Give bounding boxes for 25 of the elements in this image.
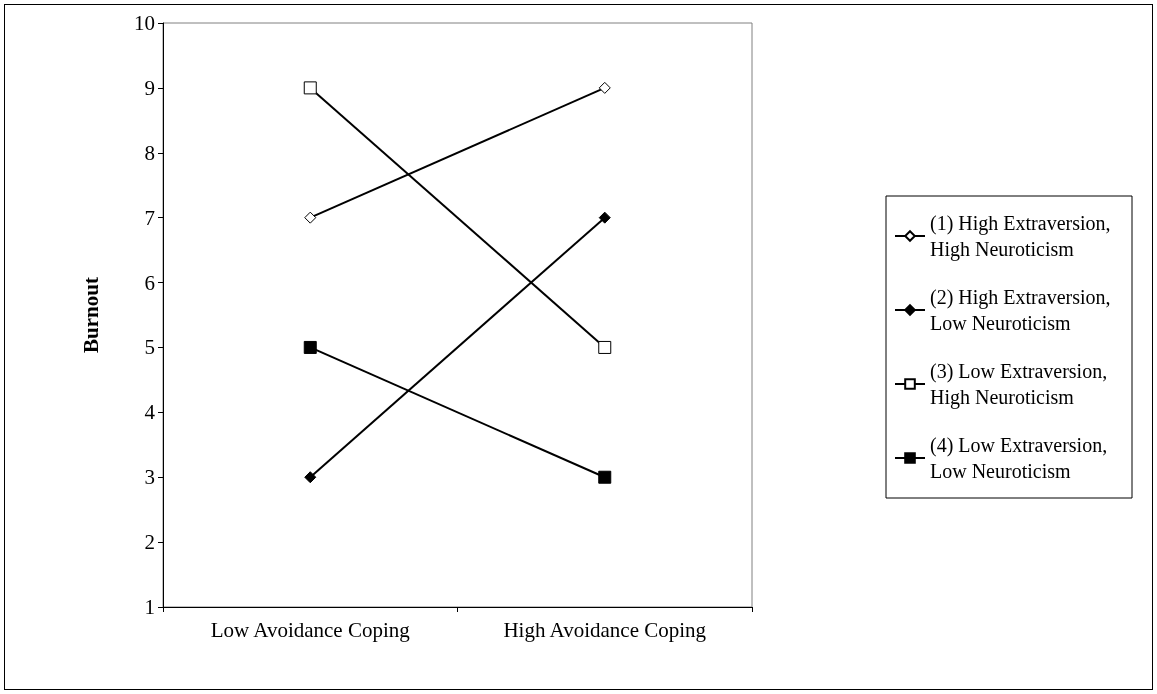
point (598, 470, 612, 484)
y-tick-label: 7 (144, 205, 155, 230)
legend-label: (4) Low Extraversion, Low Neuroticism (930, 434, 1113, 482)
y-tick-label: 8 (144, 140, 155, 165)
x-tick-label: Low Avoidance Coping (210, 617, 411, 642)
point (598, 81, 611, 94)
y-axis-title: Burnout (78, 277, 103, 353)
legend-label: (1) High Extraversion, High Neuroticism (930, 212, 1116, 261)
point (598, 211, 611, 224)
legend-label: (2) High Extraversion, Low Neuroticism (930, 286, 1116, 334)
point (598, 340, 612, 354)
y-tick-label: 10 (134, 11, 155, 35)
legend-label: (3) Low Extraversion, High Neuroticism (930, 360, 1113, 409)
y-tick-label: 3 (144, 465, 155, 490)
y-tick-label: 5 (144, 335, 155, 360)
point (304, 211, 317, 224)
y-tick-label: 6 (144, 270, 155, 295)
y-tick-label: 4 (144, 400, 156, 425)
point (303, 81, 317, 95)
y-tick-label: 9 (144, 75, 155, 100)
point (304, 471, 317, 484)
y-tick-label: 1 (144, 595, 155, 619)
x-tick-label: High Avoidance Coping (503, 617, 707, 642)
y-tick-label: 2 (144, 530, 155, 555)
point (303, 340, 317, 354)
